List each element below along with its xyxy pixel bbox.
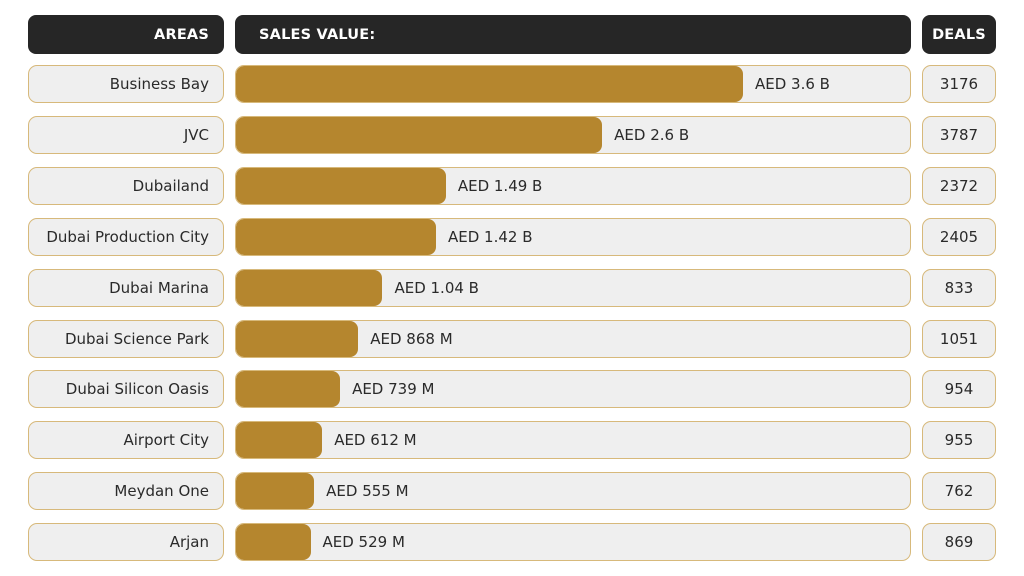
sales-value-label: AED 1.42 B <box>447 228 533 246</box>
bar-track: AED 868 M <box>235 320 911 358</box>
sales-value-header: SALES VALUE: <box>235 15 911 54</box>
bar-track: AED 1.42 B <box>235 218 911 256</box>
area-label: Dubailand <box>28 167 224 205</box>
sales-value-label: AED 612 M <box>334 431 417 449</box>
bar-track: AED 1.49 B <box>235 167 911 205</box>
bar-track: AED 555 M <box>235 472 911 510</box>
deals-value: 3176 <box>922 65 996 103</box>
sales-bar <box>236 371 341 407</box>
deals-value: 762 <box>922 472 996 510</box>
bar-track: AED 1.04 B <box>235 269 911 307</box>
sales-value-label: AED 1.49 B <box>457 177 543 195</box>
bar-track: AED 529 M <box>235 523 911 561</box>
sales-value-label: AED 868 M <box>370 330 453 348</box>
bar-track: AED 739 M <box>235 370 911 408</box>
sales-bar <box>236 117 603 153</box>
sales-bar <box>236 321 359 357</box>
area-label: Arjan <box>28 523 224 561</box>
sales-bar <box>236 168 446 204</box>
deals-value: 2372 <box>922 167 996 205</box>
deals-value: 3787 <box>922 116 996 154</box>
area-label: Airport City <box>28 421 224 459</box>
sales-value-label: AED 2.6 B <box>614 126 690 144</box>
area-label: Dubai Silicon Oasis <box>28 370 224 408</box>
deals-value: 2405 <box>922 218 996 256</box>
bar-track: AED 2.6 B <box>235 116 911 154</box>
area-label: JVC <box>28 116 224 154</box>
area-label: Dubai Science Park <box>28 320 224 358</box>
sales-value-label: AED 739 M <box>352 380 435 398</box>
deals-value: 869 <box>922 523 996 561</box>
areas-header: AREAS <box>28 15 224 54</box>
sales-value-label: AED 1.04 B <box>394 279 479 297</box>
deals-header: DEALS <box>922 15 996 54</box>
sales-bar <box>236 524 311 560</box>
sales-bar <box>236 270 383 306</box>
deals-value: 954 <box>922 370 996 408</box>
sales-value-label: AED 555 M <box>326 482 409 500</box>
deals-value: 833 <box>922 269 996 307</box>
area-label: Dubai Marina <box>28 269 224 307</box>
sales-bar <box>236 473 315 509</box>
area-label: Meydan One <box>28 472 224 510</box>
sales-bar <box>236 66 743 102</box>
area-label: Dubai Production City <box>28 218 224 256</box>
sales-bar <box>236 422 323 458</box>
bar-track: AED 612 M <box>235 421 911 459</box>
sales-value-label: AED 529 M <box>322 533 405 551</box>
area-label: Business Bay <box>28 65 224 103</box>
sales-bar <box>236 219 436 255</box>
sales-value-label: AED 3.6 B <box>755 75 830 93</box>
deals-value: 955 <box>922 421 996 459</box>
bar-track: AED 3.6 B <box>235 65 911 103</box>
deals-value: 1051 <box>922 320 996 358</box>
